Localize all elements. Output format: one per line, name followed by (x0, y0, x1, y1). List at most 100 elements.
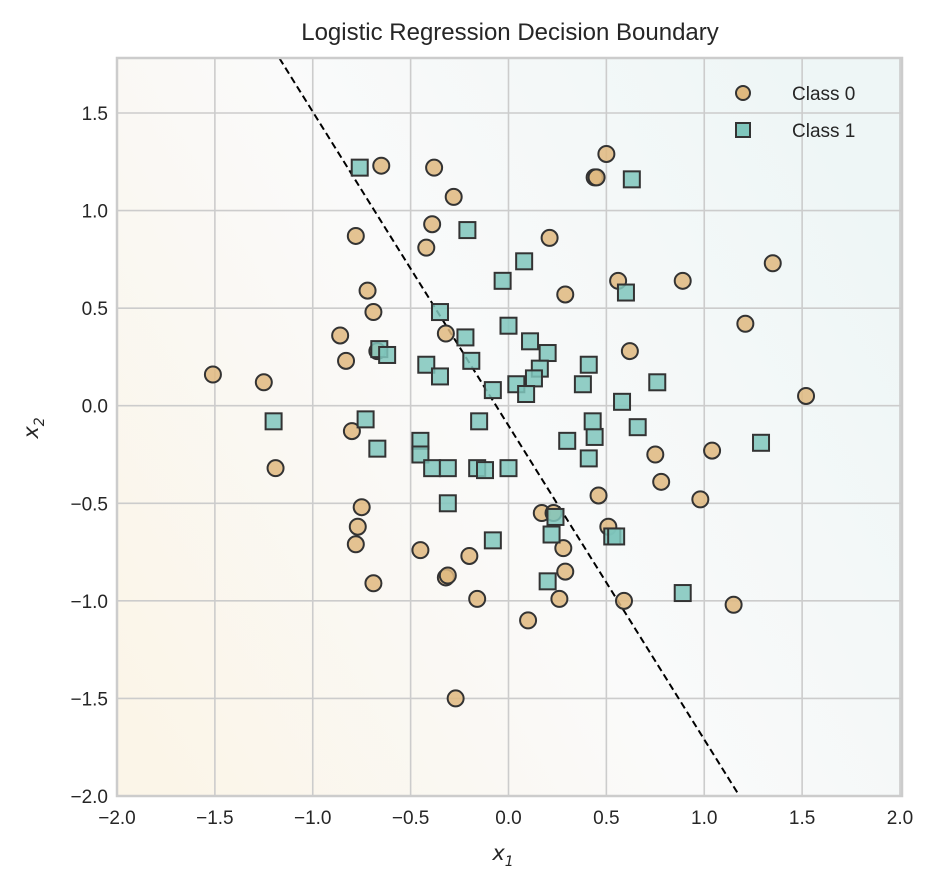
class-0-point[interactable] (411, 541, 430, 560)
class-1-point[interactable] (542, 525, 561, 544)
class-0-point[interactable] (556, 562, 575, 581)
class-0-point[interactable] (436, 324, 455, 343)
class-0-point[interactable] (691, 490, 710, 509)
class-0-point[interactable] (417, 238, 436, 257)
class-1-point[interactable] (430, 367, 449, 386)
class-1-point[interactable] (613, 392, 632, 411)
class-1-point[interactable] (607, 527, 626, 546)
class-1-point[interactable] (493, 271, 512, 290)
class-0-point[interactable] (703, 441, 722, 460)
x-axis-label: x1 (491, 841, 513, 870)
legend-item-class-1[interactable]: Class 1 (735, 121, 855, 142)
class-1-point[interactable] (470, 412, 489, 431)
class-1-point[interactable] (648, 373, 667, 392)
class-1-point[interactable] (499, 316, 518, 335)
class-1-point[interactable] (524, 369, 543, 388)
class-0-point[interactable] (331, 326, 350, 345)
class-1-point[interactable] (515, 252, 534, 271)
class-1-point[interactable] (752, 433, 771, 452)
y-tick-label: −1.0 (70, 592, 108, 613)
class-0-point[interactable] (519, 611, 538, 630)
class-1-point[interactable] (483, 531, 502, 550)
class-1-point[interactable] (350, 158, 369, 177)
class-0-point[interactable] (203, 365, 222, 384)
class-1-point[interactable] (622, 170, 641, 189)
class-0-point[interactable] (337, 351, 356, 370)
class-0-point[interactable] (423, 215, 442, 234)
class-0-point[interactable] (724, 595, 743, 614)
class-1-point[interactable] (356, 410, 375, 429)
class-0-point[interactable] (550, 589, 569, 608)
class-0-point[interactable] (346, 535, 365, 554)
class-0-point[interactable] (614, 591, 633, 610)
class-1-point[interactable] (368, 439, 387, 458)
class-1-point[interactable] (417, 355, 436, 374)
class-1-point[interactable] (546, 507, 565, 526)
class-0-point[interactable] (348, 517, 367, 536)
class-0-point[interactable] (460, 546, 479, 565)
class-0-point[interactable] (620, 342, 639, 361)
class-0-point[interactable] (352, 498, 371, 517)
class-0-point[interactable] (589, 486, 608, 505)
class-0-point[interactable] (364, 303, 383, 322)
legend-item-class-0[interactable]: Class 0 (735, 84, 855, 105)
class-0-point[interactable] (736, 314, 755, 333)
class-1-point[interactable] (585, 427, 604, 446)
class-0-point[interactable] (556, 285, 575, 304)
class-1-point[interactable] (521, 332, 540, 351)
class-1-point[interactable] (430, 303, 449, 322)
class-1-point[interactable] (517, 385, 536, 404)
class-0-point[interactable] (444, 187, 463, 206)
class-1-point[interactable] (573, 375, 592, 394)
class-1-point[interactable] (538, 572, 557, 591)
class-1-point[interactable] (558, 431, 577, 450)
chart-title: Logistic Regression Decision Boundary (301, 19, 719, 46)
class-0-point[interactable] (438, 566, 457, 585)
class-1-point[interactable] (538, 344, 557, 363)
class-0-point[interactable] (646, 445, 665, 464)
class-1-point[interactable] (456, 328, 475, 347)
data-points (203, 144, 816, 708)
class-1-point[interactable] (673, 584, 692, 603)
class-0-point[interactable] (254, 373, 273, 392)
class-1-point[interactable] (423, 459, 442, 478)
class-1-point[interactable] (499, 459, 518, 478)
legend-label-class-1: Class 1 (792, 121, 855, 142)
class-1-point[interactable] (579, 355, 598, 374)
class-0-point[interactable] (342, 422, 361, 441)
class-0-point[interactable] (554, 539, 573, 558)
class-0-point[interactable] (446, 689, 465, 708)
class-1-point[interactable] (438, 459, 457, 478)
class-0-point[interactable] (673, 271, 692, 290)
x-tick-label: −1.0 (294, 808, 332, 829)
class-1-point[interactable] (458, 221, 477, 240)
class-1-point[interactable] (438, 494, 457, 513)
class-1-point[interactable] (476, 461, 495, 480)
class-1-point[interactable] (616, 283, 635, 302)
class-0-point[interactable] (266, 459, 285, 478)
legend-circle-marker (735, 85, 751, 101)
class-0-point[interactable] (468, 589, 487, 608)
class-1-point[interactable] (462, 351, 481, 370)
class-1-point[interactable] (483, 381, 502, 400)
class-0-point[interactable] (425, 158, 444, 177)
class-0-point[interactable] (358, 281, 377, 300)
class-1-point[interactable] (583, 412, 602, 431)
class-0-point[interactable] (763, 254, 782, 273)
class-0-point[interactable] (597, 144, 616, 163)
class-0-point[interactable] (797, 386, 816, 405)
class-1-point[interactable] (579, 449, 598, 468)
class-0-point[interactable] (652, 472, 671, 491)
class-0-point[interactable] (372, 156, 391, 175)
class-0-point[interactable] (364, 574, 383, 593)
class-0-point[interactable] (587, 168, 606, 187)
class-1-point[interactable] (378, 345, 397, 364)
y-axis-label-base: x (19, 426, 43, 440)
class-1-point[interactable] (628, 418, 647, 437)
class-1-point[interactable] (264, 412, 283, 431)
class-0-point[interactable] (540, 228, 559, 247)
class-1-point[interactable] (411, 445, 430, 464)
x-tick-labels: −2.0 −1.5 −1.0 −0.5 0.0 0.5 1.0 1.5 2.0 (98, 808, 913, 829)
class-0-point[interactable] (346, 226, 365, 245)
x-tick-label: 1.0 (691, 808, 717, 829)
